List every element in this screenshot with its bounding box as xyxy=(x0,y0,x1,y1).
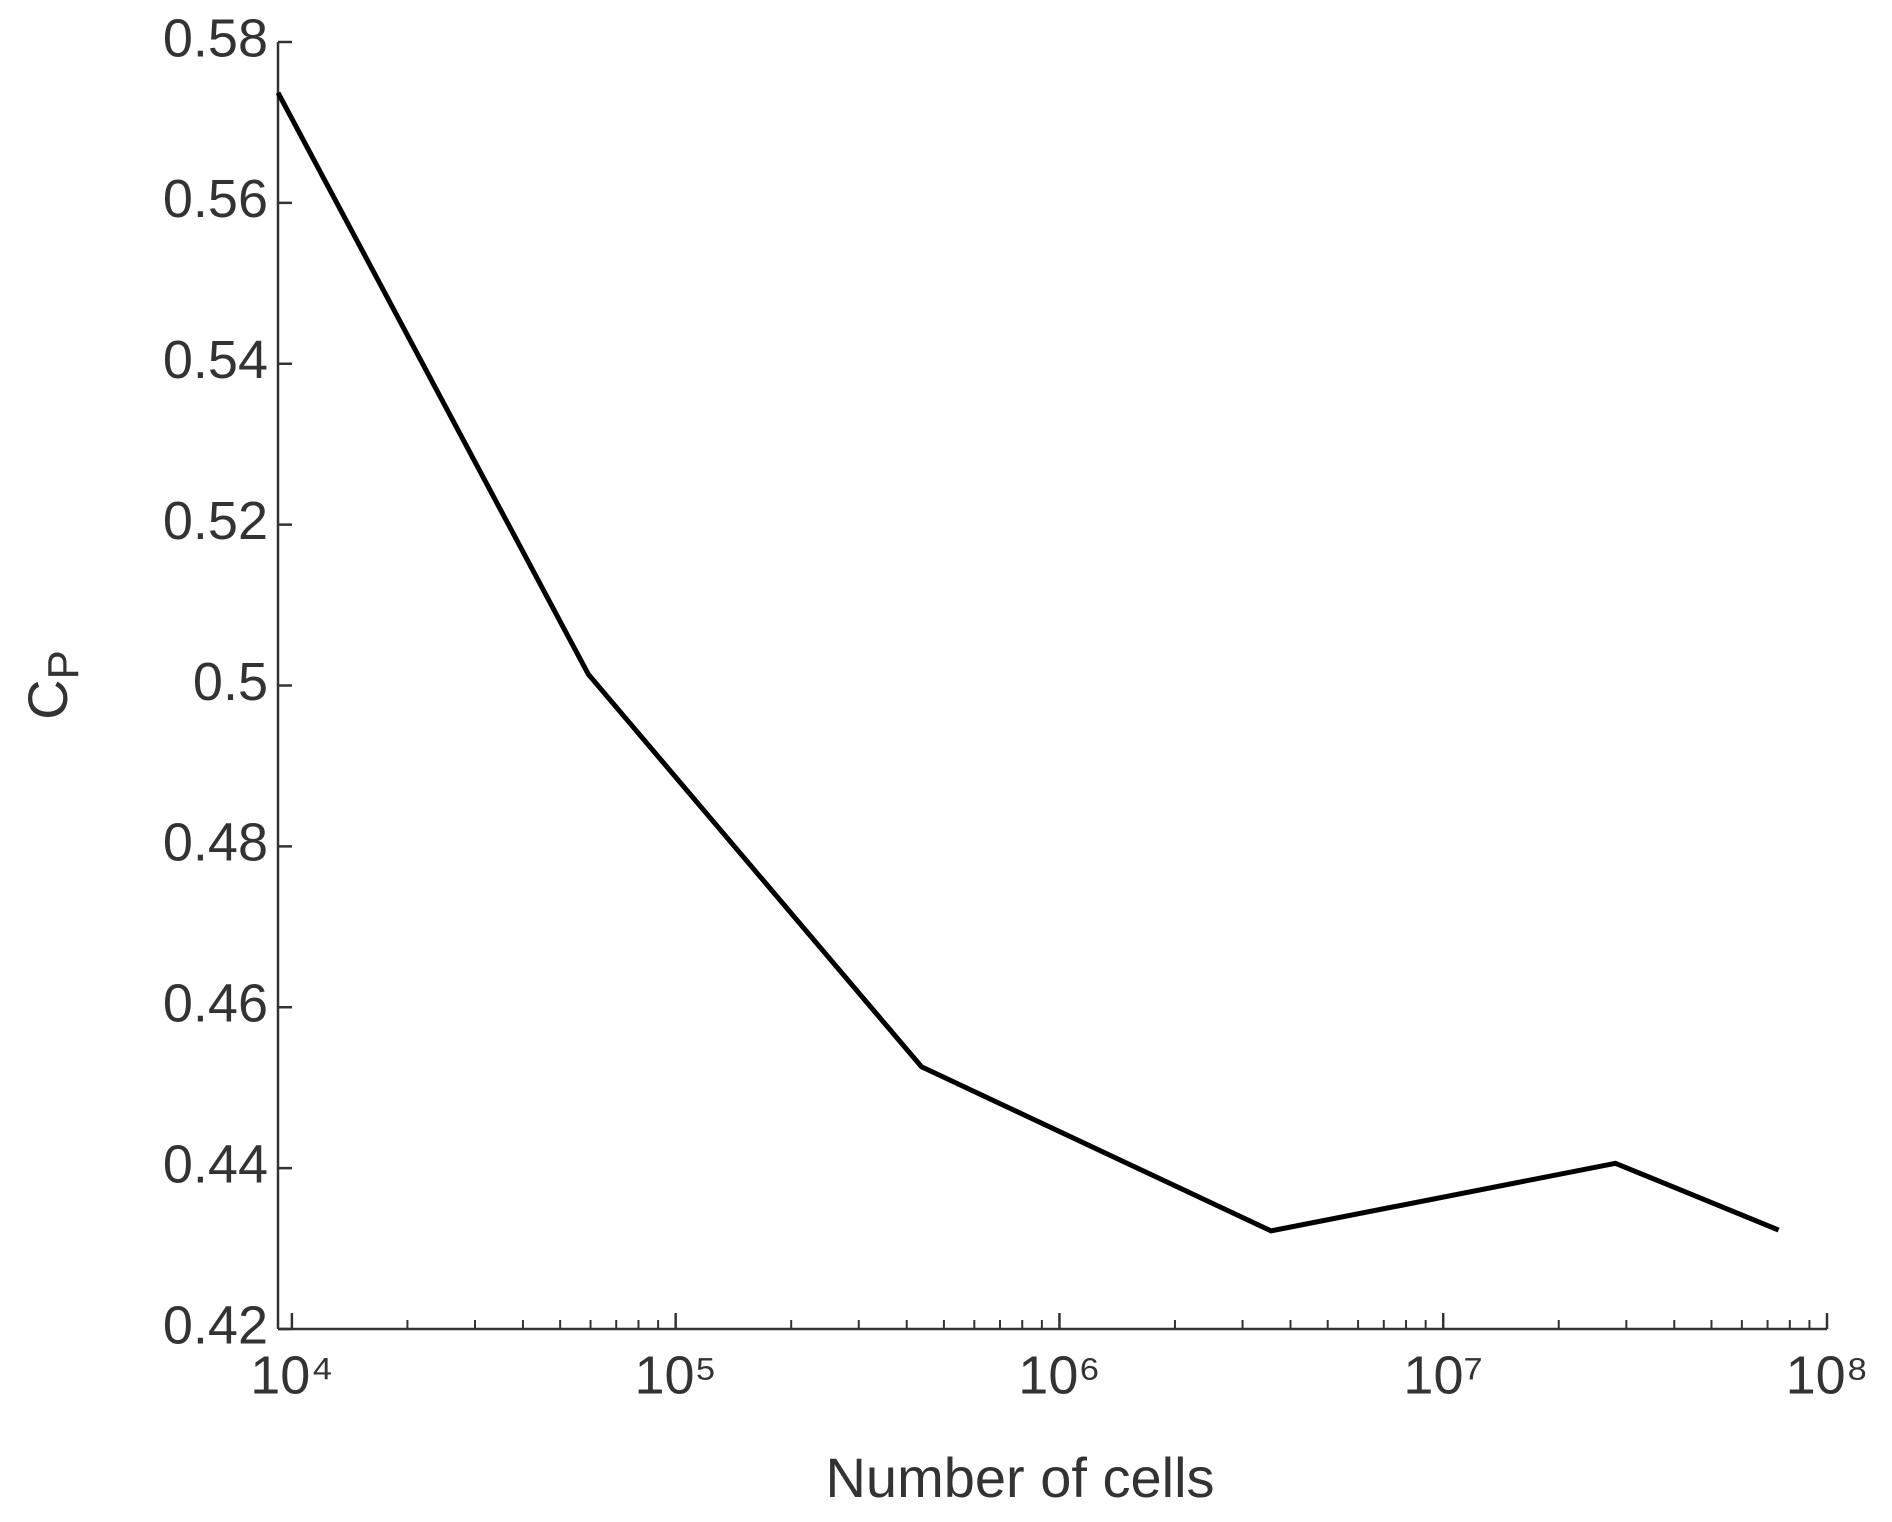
x-axis-label: Number of cells xyxy=(825,1446,1214,1509)
y-axis-label: CP xyxy=(16,650,88,720)
y-tick-label: 0.5 xyxy=(193,652,268,712)
line-series xyxy=(275,91,1780,1234)
x-tick-label: 10⁶ xyxy=(1018,1345,1100,1405)
x-tick-label: 10⁴ xyxy=(250,1345,333,1405)
y-tick-label: 0.52 xyxy=(163,491,268,551)
y-tick-label: 0.42 xyxy=(163,1295,268,1355)
y-tick-label: 0.44 xyxy=(163,1134,268,1194)
y-axis-label-subscript: P xyxy=(39,650,88,679)
y-tick-label: 0.58 xyxy=(163,8,268,68)
x-tick-label: 10⁷ xyxy=(1403,1345,1483,1405)
x-tick-label: 10⁵ xyxy=(634,1345,716,1405)
x-tick-label: 10⁸ xyxy=(1786,1345,1869,1405)
y-tick-label: 0.48 xyxy=(163,813,268,873)
y-axis-label-main: C xyxy=(16,679,79,719)
y-tick-label: 0.56 xyxy=(163,169,268,229)
y-tick-label: 0.54 xyxy=(163,330,268,390)
y-tick-label: 0.46 xyxy=(163,974,268,1034)
